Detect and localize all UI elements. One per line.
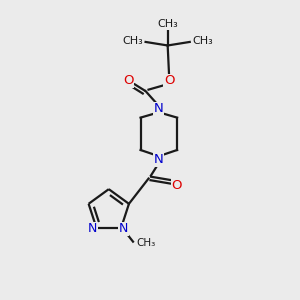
Text: N: N bbox=[88, 223, 97, 236]
Text: N: N bbox=[154, 102, 164, 115]
Text: CH₃: CH₃ bbox=[157, 19, 178, 29]
Text: N: N bbox=[154, 153, 164, 166]
Text: O: O bbox=[123, 74, 134, 87]
Text: CH₃: CH₃ bbox=[136, 238, 155, 248]
Text: N: N bbox=[119, 223, 128, 236]
Text: CH₃: CH₃ bbox=[193, 36, 213, 46]
Text: O: O bbox=[172, 179, 182, 192]
Text: O: O bbox=[164, 74, 174, 87]
Text: CH₃: CH₃ bbox=[122, 36, 142, 46]
